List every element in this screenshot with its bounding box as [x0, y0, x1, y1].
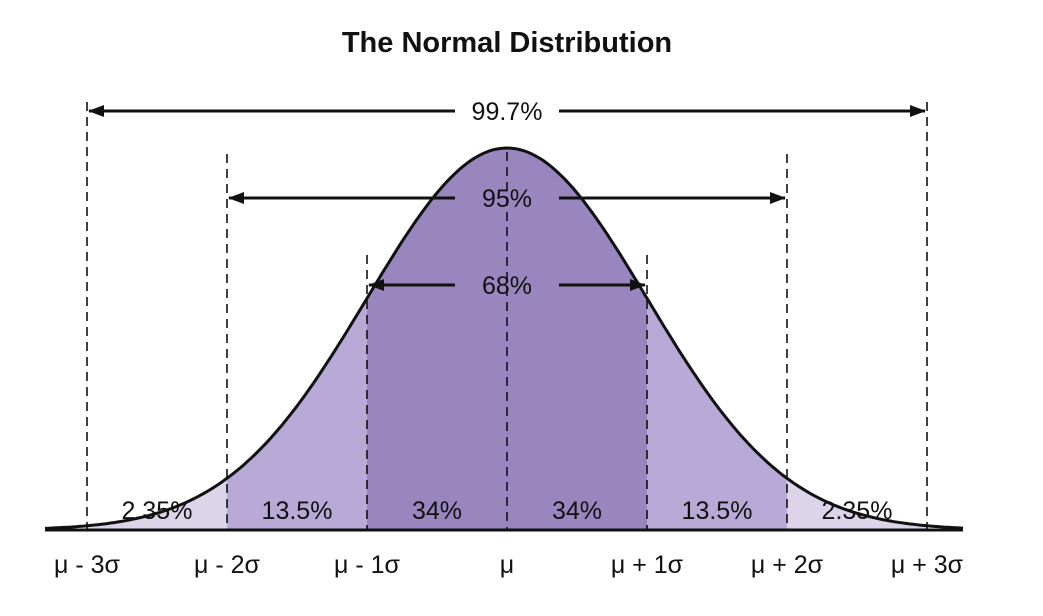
- x-tick-label: μ - 1σ: [334, 551, 401, 579]
- x-tick-label: μ - 3σ: [54, 551, 121, 579]
- x-tick-label: μ + 1σ: [611, 551, 684, 579]
- x-tick-label: μ + 2σ: [751, 551, 824, 579]
- interval-2: 68%: [368, 272, 646, 300]
- region-label-5: 2.35%: [822, 497, 893, 525]
- interval-arrows: 99.7% 95% 68%: [88, 98, 926, 300]
- region-label-1: 13.5%: [262, 497, 333, 525]
- region-band-0: [87, 478, 227, 530]
- bell-curve: [44, 146, 964, 530]
- region-band-5: [787, 478, 927, 530]
- region-labels: 2.35% 13.5% 34% 34% 13.5% 2.35%: [122, 497, 893, 525]
- x-axis: μ - 3σ μ - 2σ μ - 1σ μ μ + 1σ μ + 2σ μ + 3σ: [45, 528, 964, 579]
- interval-0: 99.7%: [88, 98, 926, 126]
- region-label-2: 34%: [412, 497, 462, 525]
- interval-label: 68%: [482, 272, 532, 300]
- chart-title: The Normal Distribution: [342, 27, 672, 59]
- region-label-3: 34%: [552, 497, 602, 525]
- sigma-guide-lines: [86, 102, 928, 530]
- interval-label: 99.7%: [472, 98, 543, 126]
- interval-1: 95%: [228, 185, 786, 213]
- x-tick-label: μ - 2σ: [194, 551, 261, 579]
- interval-label: 95%: [482, 185, 532, 213]
- x-tick-label: μ + 3σ: [891, 551, 964, 579]
- curve-line: [44, 146, 964, 530]
- region-label-4: 13.5%: [682, 497, 753, 525]
- x-tick-label: μ: [500, 551, 514, 579]
- region-label-0: 2.35%: [122, 497, 193, 525]
